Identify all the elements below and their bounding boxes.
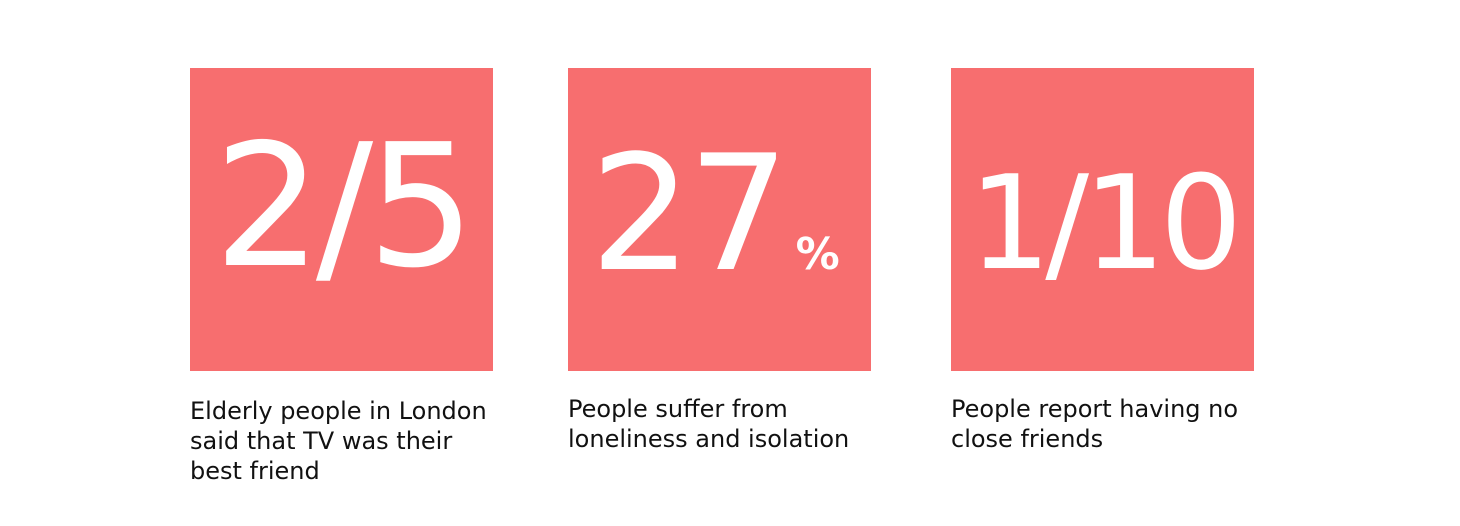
stat-tile: 2/5 <box>190 68 493 371</box>
stat-tile: 1/10 <box>951 68 1254 371</box>
caption-line: close friends <box>951 425 1104 453</box>
stat-unit: % <box>795 229 840 280</box>
stat-card-tv-best-friend: 2/5 Elderly people in London said that T… <box>190 68 493 486</box>
caption-line: best friend <box>190 457 320 485</box>
stat-caption: People report having no close friends <box>951 394 1271 454</box>
caption-line: Elderly people in London <box>190 397 487 425</box>
stat-caption: Elderly people in London said that TV wa… <box>190 396 510 486</box>
caption-line: People suffer from <box>568 395 788 423</box>
stat-card-no-close-friends: 1/10 People report having no close frien… <box>951 68 1254 454</box>
stat-value-wrap: 27% <box>568 134 871 294</box>
stat-tile: 27% <box>568 68 871 371</box>
stat-value: 27 <box>590 120 790 307</box>
stat-value: 2/5 <box>213 108 476 306</box>
caption-line: People report having no <box>951 395 1239 423</box>
stat-card-loneliness: 27% People suffer from loneliness and is… <box>568 68 871 454</box>
caption-line: loneliness and isolation <box>568 425 850 453</box>
stat-caption: People suffer from loneliness and isolat… <box>568 394 888 454</box>
stat-value: 1/10 <box>968 147 1243 299</box>
caption-line: said that TV was their <box>190 427 453 455</box>
